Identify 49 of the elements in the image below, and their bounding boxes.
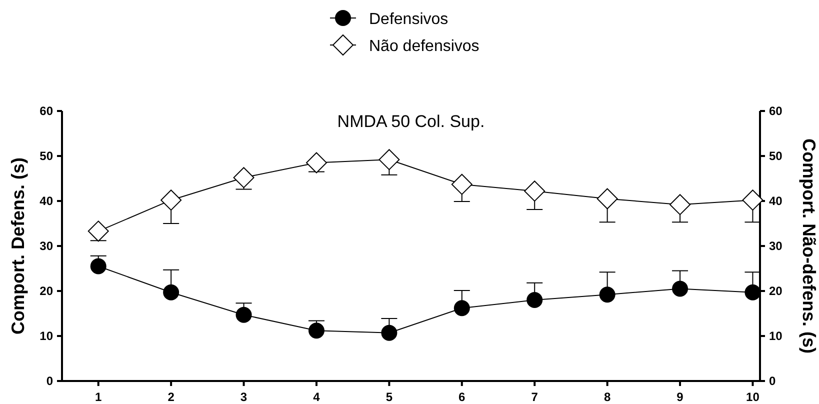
y2-tick-label: 60 (769, 104, 783, 118)
legend-label: Defensivos (369, 11, 448, 28)
x-tick-label: 1 (95, 390, 102, 404)
point (744, 284, 761, 300)
y-tick-label: 0 (46, 374, 54, 388)
point (451, 174, 472, 195)
point (163, 284, 180, 300)
y2-axis-title: Comport. Não-defens. (s) (799, 138, 819, 354)
y2-tick-label: 40 (769, 194, 783, 208)
y2-tick-label: 30 (769, 239, 783, 253)
point (599, 286, 616, 303)
y-tick-label: 40 (40, 194, 54, 208)
x-tick-label: 10 (746, 390, 760, 404)
point (670, 194, 691, 216)
point (381, 324, 398, 341)
point (672, 280, 688, 297)
legend-label: Não defensivos (369, 38, 480, 55)
point (596, 188, 618, 210)
x-tick-label: 3 (240, 390, 248, 404)
point (742, 190, 764, 211)
x-tick-label: 6 (458, 390, 466, 404)
x-tick-label: 2 (168, 390, 175, 404)
point (454, 300, 470, 316)
y-tick-label: 10 (40, 329, 54, 343)
y2-tick-label: 20 (769, 284, 783, 298)
x-tick-label: 9 (676, 390, 684, 404)
point (233, 167, 254, 188)
y-tick-label: 60 (40, 104, 54, 118)
point (90, 258, 106, 274)
point (308, 322, 324, 339)
point (306, 152, 327, 174)
point (160, 190, 182, 211)
x-tick-label: 4 (313, 390, 320, 404)
point (236, 306, 252, 323)
y-tick-label: 30 (40, 239, 54, 253)
y2-tick-label: 50 (769, 149, 783, 163)
y-axis-title: Comport. Defens. (s) (8, 157, 28, 335)
point (524, 180, 546, 202)
y-tick-label: 50 (40, 149, 54, 163)
x-tick-label: 5 (386, 390, 393, 404)
y-tick-label: 20 (40, 284, 54, 298)
y2-tick-label: 10 (769, 329, 783, 343)
point (378, 149, 400, 170)
y2-tick-label: 0 (769, 374, 776, 388)
chart-title: NMDA 50 Col. Sup. (337, 112, 485, 131)
x-tick-label: 8 (604, 390, 611, 404)
x-tick-label: 7 (531, 390, 538, 404)
point (526, 292, 543, 308)
point (88, 220, 109, 242)
